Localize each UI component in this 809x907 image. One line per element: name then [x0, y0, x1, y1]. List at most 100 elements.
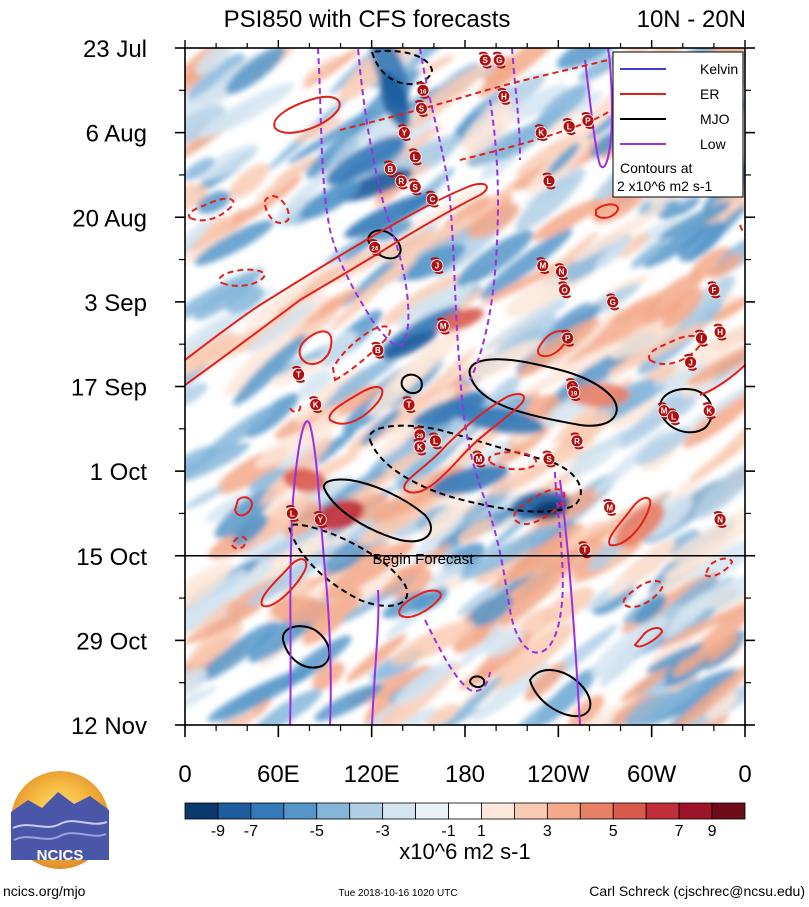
- storm-arm: [394, 172, 404, 176]
- anomaly-blob: [516, 125, 604, 178]
- storm-arm: [429, 204, 439, 208]
- anomaly-blob: [341, 227, 387, 262]
- anomaly-blob: [228, 163, 270, 199]
- anomaly-blob: [643, 216, 721, 268]
- storm-label: B: [375, 346, 381, 355]
- storm-dot: [603, 500, 617, 514]
- mjo-contour: [322, 478, 432, 543]
- storm-label: T: [407, 401, 412, 410]
- storm-arm: [408, 178, 418, 182]
- storm-marker: P: [581, 112, 595, 130]
- colorbar-swatch: [645, 802, 680, 820]
- anomaly-blob: [480, 256, 574, 306]
- storm-marker: S: [542, 450, 556, 468]
- anomaly-blob: [690, 247, 733, 280]
- storm-marker: N: [554, 263, 569, 281]
- timestamp: Tue 2018-10-16 1020 UTC: [338, 888, 457, 899]
- storm-marker: K: [702, 402, 716, 420]
- mjo-contour: [368, 424, 582, 513]
- anomaly-blob: [198, 82, 295, 138]
- anomaly-blob: [193, 275, 259, 321]
- storm-label: L: [567, 123, 572, 132]
- storm-arm: [706, 415, 716, 420]
- storm-label: J: [435, 262, 439, 271]
- er-contour: [298, 330, 333, 365]
- anomaly-blob: [429, 560, 466, 586]
- anomaly-core: [325, 135, 405, 185]
- storm-marker: M: [603, 498, 617, 516]
- er-contour: [739, 224, 745, 237]
- storm-dot: [415, 102, 428, 115]
- anomaly-core: [633, 595, 667, 625]
- er-contour: [633, 627, 664, 648]
- low-contour: [419, 48, 564, 654]
- storm-arm: [413, 438, 423, 442]
- storm-dot: [429, 434, 442, 448]
- storm-dot: [413, 440, 427, 454]
- storm-arm: [309, 396, 319, 400]
- storm-arm: [440, 331, 450, 335]
- storm-arm: [425, 190, 435, 194]
- anomaly-core: [299, 180, 361, 220]
- anomaly-blob: [515, 167, 586, 232]
- anomaly-core: [344, 192, 436, 238]
- storm-label: 16: [420, 89, 427, 95]
- storm-marker: G: [606, 293, 620, 311]
- er-contour: [513, 488, 566, 525]
- anomaly-blob: [536, 230, 599, 289]
- storm-label: L: [433, 437, 438, 446]
- storm-arm: [542, 450, 552, 454]
- chart-title: PSI850 with CFS forecasts: [224, 6, 511, 33]
- storm-label: S: [413, 183, 419, 192]
- storm-arm: [397, 124, 407, 128]
- storm-dot: [472, 452, 486, 466]
- storm-marker: O: [557, 281, 572, 299]
- er-contour: [273, 95, 341, 134]
- anomaly-blob: [298, 369, 333, 399]
- anomaly-blob: [658, 202, 731, 241]
- low-contour: [371, 589, 380, 725]
- anomaly-blob: [200, 405, 274, 462]
- anomaly-blob: [492, 622, 575, 689]
- anomaly-blob: [302, 48, 360, 89]
- anomaly-blob: [658, 601, 745, 649]
- storm-label: L: [290, 509, 295, 518]
- x-tick-label: 120E: [344, 761, 400, 788]
- storm-label: P: [565, 334, 571, 343]
- anomaly-blob: [566, 437, 622, 479]
- anomaly-blob: [214, 487, 276, 539]
- storm-arm: [707, 281, 717, 285]
- low-contour: [289, 420, 332, 725]
- storm-arm: [414, 99, 425, 104]
- low-contour: [584, 48, 614, 169]
- storm-dot: [383, 162, 397, 176]
- storm-label: H: [717, 328, 723, 337]
- er-contour: [230, 535, 248, 550]
- colorbar-swatch: [546, 802, 581, 820]
- er-contour: [289, 403, 302, 413]
- storm-arm: [540, 270, 550, 275]
- storm-arm: [418, 113, 429, 117]
- storm-dot: [402, 398, 416, 412]
- mjo-contour: [400, 373, 423, 395]
- anomaly-blob: [185, 603, 264, 645]
- er-contour: [185, 182, 488, 386]
- storm-marker: T: [402, 396, 416, 414]
- anomaly-blob: [516, 318, 600, 378]
- storm-marker: L: [542, 172, 556, 190]
- anomaly-blob: [185, 226, 241, 275]
- anomaly-blob: [705, 692, 737, 721]
- colorbar-label: -1: [441, 823, 455, 840]
- anomaly-blob: [508, 538, 568, 578]
- storm-arm: [416, 81, 426, 86]
- storm-arm: [561, 329, 571, 333]
- anomaly-blob: [459, 526, 555, 580]
- storm-dot: [534, 126, 548, 140]
- storm-label: I: [700, 334, 702, 343]
- storm-marker: G: [492, 51, 506, 69]
- storm-dot: [567, 386, 581, 399]
- er-contour: [648, 334, 702, 365]
- anomaly-blob: [400, 707, 437, 725]
- x-tick-label: 180: [445, 761, 485, 788]
- storm-marker: H: [497, 87, 511, 105]
